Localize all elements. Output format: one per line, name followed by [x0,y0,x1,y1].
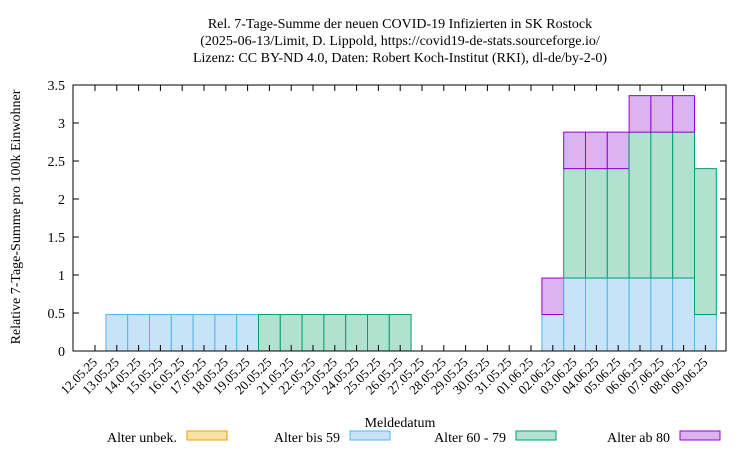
bar-segment [541,277,565,316]
axes-group [72,84,727,352]
bar-segment [606,277,630,352]
bar-segment [563,277,587,352]
chart-title-line: Rel. 7-Tage-Summe der neuen COVID-19 Inf… [208,17,592,32]
bar-segment [628,131,652,279]
y-tick-label: 2.5 [48,155,66,170]
bar-segment [672,131,696,279]
y-tick-label: 3.5 [48,79,66,94]
chart-title-line: Lizenz: CC BY-ND 4.0, Daten: Robert Koch… [193,51,607,66]
bar-segment [694,168,717,316]
legend-swatch [186,430,228,441]
bar-segment [606,168,630,279]
bar-segment [650,95,674,133]
y-tick-label: 0 [58,345,65,360]
y-axis-label: Relative 7-Tage-Summe pro 100k Einwohner [9,89,24,344]
bar-segment [628,277,652,352]
bar-segment [672,95,696,133]
legend-swatch [515,430,557,441]
bar-segment [585,277,608,352]
legend: Alter unbek. Alter bis 59 Alter 60 - 79 Alt… [107,430,721,446]
legend-label: Alter 60 - 79 [434,431,506,446]
x-axis-label: Meldedatum [365,416,436,431]
y-tick-label: 3 [58,117,65,132]
bar-segment [563,168,587,279]
y-tick-label: 1.5 [48,231,66,246]
bar-segment [650,131,674,279]
bar-segment [628,95,652,133]
y-tick-label: 2 [58,193,65,208]
y-tick-label: 0.5 [48,307,66,322]
legend-label: Alter ab 80 [607,431,670,446]
chart-title: Rel. 7-Tage-Summe der neuen COVID-19 Inf… [193,17,607,66]
bar-segment [606,131,630,170]
bar-segment [585,168,608,279]
y-ticks: 0 0.5 1 1.5 2 2.5 3 3.5 [48,79,726,360]
legend-label: Alter unbek. [107,431,177,446]
bar-segment [672,277,696,352]
bar-segment [563,131,587,170]
legend-swatch [349,430,391,441]
y-tick-label: 1 [58,269,65,284]
chart-title-line: (2025-06-13/Limit, D. Lippold, https://c… [200,34,600,49]
bars-group [105,95,717,352]
plot-frame [72,84,727,352]
legend-swatch [679,430,721,441]
bar-segment [585,131,608,170]
legend-label: Alter bis 59 [274,431,340,446]
bar-segment [650,277,674,352]
